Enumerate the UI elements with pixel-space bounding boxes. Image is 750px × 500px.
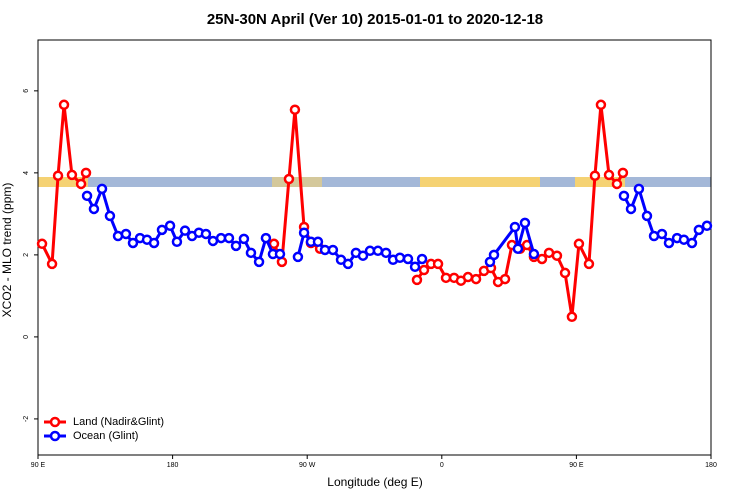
data-point	[120, 228, 132, 240]
data-point	[559, 267, 571, 279]
data-point	[462, 271, 474, 283]
chart-title: 25N-30N April (Ver 10) 2015-01-01 to 202…	[207, 11, 543, 28]
data-point	[499, 273, 511, 285]
data-point	[470, 273, 482, 285]
x-tick-label: 0	[440, 462, 444, 469]
data-point	[618, 190, 630, 202]
data-point	[633, 183, 645, 195]
data-point	[357, 250, 369, 261]
data-point	[156, 224, 168, 236]
series-line	[40, 104, 625, 318]
data-point	[342, 258, 354, 270]
data-point	[663, 237, 675, 249]
data-point	[432, 258, 444, 270]
data-point	[253, 256, 265, 268]
data-point	[171, 236, 183, 248]
data-point	[519, 217, 531, 229]
data-point	[411, 274, 423, 286]
y-tick-label: 4	[23, 171, 30, 175]
data-point	[536, 253, 548, 265]
data-point	[36, 238, 48, 250]
data-point	[551, 250, 563, 261]
y-tick-label: 0	[23, 335, 30, 339]
data-point	[589, 170, 601, 181]
data-point	[641, 210, 653, 222]
data-point	[292, 251, 304, 263]
data-point	[488, 249, 500, 261]
y-tick-label: -2	[23, 416, 30, 422]
legend-label: Land (Nadir&Glint)	[73, 416, 164, 428]
land-mask-band	[38, 177, 711, 187]
data-point	[148, 237, 160, 249]
legend-marker	[49, 416, 61, 428]
data-point	[207, 235, 219, 247]
data-point	[223, 232, 235, 244]
data-point	[230, 240, 242, 252]
data-point	[528, 248, 540, 260]
y-tick-label: 6	[23, 89, 30, 93]
data-point	[409, 261, 421, 273]
data-point	[260, 232, 272, 244]
data-point	[402, 253, 414, 265]
data-point	[80, 167, 92, 179]
y-tick-label: 2	[23, 253, 30, 257]
data-point	[104, 210, 116, 222]
data-point	[566, 311, 578, 323]
plot-frame	[37, 39, 712, 456]
data-point	[617, 167, 629, 179]
data-point	[678, 234, 690, 245]
data-point	[416, 253, 428, 265]
data-point	[327, 244, 339, 256]
data-point	[440, 272, 452, 284]
data-point	[66, 169, 78, 181]
data-point	[380, 247, 392, 259]
data-point	[127, 237, 139, 249]
data-point	[603, 169, 615, 181]
data-point	[289, 104, 301, 115]
x-axis-label: Longitude (deg E)	[327, 475, 422, 489]
data-point	[274, 248, 286, 260]
data-point	[693, 224, 705, 236]
data-point	[75, 178, 87, 190]
x-tick-label: 180	[705, 462, 717, 469]
data-point	[625, 203, 637, 215]
data-point	[96, 183, 108, 195]
x-tick-label: 90 W	[299, 462, 316, 469]
data-point	[509, 221, 521, 233]
x-tick-label: 90 E	[569, 462, 584, 469]
data-point	[283, 173, 295, 185]
data-point	[58, 99, 70, 111]
data-point	[81, 190, 93, 202]
legend-box	[40, 412, 185, 446]
data-point	[238, 233, 250, 245]
data-point	[595, 99, 607, 111]
data-point	[394, 252, 406, 264]
data-point	[200, 228, 212, 240]
data-point	[298, 227, 310, 238]
data-point	[179, 225, 191, 236]
legend-marker	[49, 430, 61, 442]
data-point	[573, 238, 585, 250]
data-point	[512, 243, 524, 254]
x-tick-label: 180	[167, 462, 179, 469]
data-point	[245, 247, 257, 259]
data-point	[701, 220, 713, 232]
data-point	[418, 264, 430, 276]
data-point	[611, 178, 623, 190]
y-axis-label: XCO2 - MLO trend (ppm)	[0, 183, 14, 318]
data-point	[686, 237, 698, 249]
data-point	[312, 236, 324, 248]
data-point	[52, 170, 64, 181]
data-point	[164, 220, 176, 232]
data-point	[656, 228, 668, 240]
data-point	[583, 258, 595, 270]
x-tick-label: 90 E	[31, 462, 46, 469]
data-point	[88, 203, 100, 215]
data-point	[46, 258, 58, 270]
data-point	[372, 245, 384, 257]
legend-label: Ocean (Glint)	[73, 430, 138, 442]
